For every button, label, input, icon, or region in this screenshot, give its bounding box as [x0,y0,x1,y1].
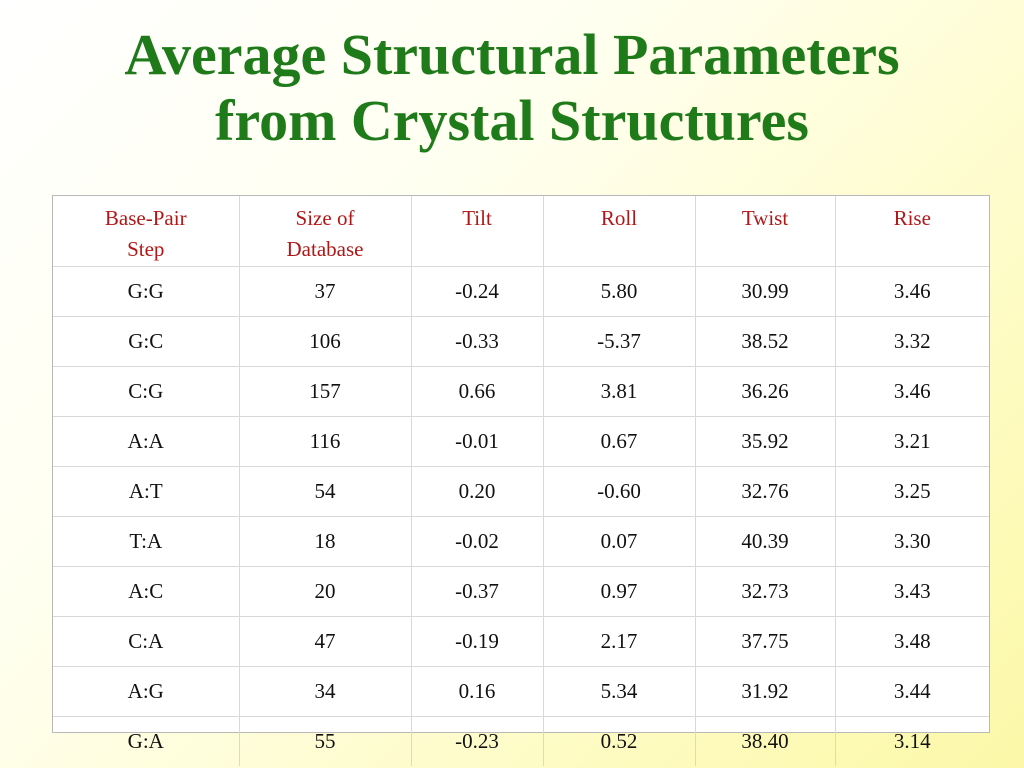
header-twist: Twist [694,196,835,267]
table-header-row: Base-Pair Step Size of Database Tilt Rol… [53,196,989,267]
header-rise-label: Rise [893,206,931,230]
header-rise: Rise [834,196,989,267]
slide-title-line-1: Average Structural Parameters [124,22,900,87]
cell-twist: 40.39 [694,516,835,567]
cell-rise: 3.25 [834,466,989,517]
cell-tilt: -0.01 [410,416,543,467]
cell-size-of-database: 37 [238,266,411,317]
cell-rise: 3.46 [834,266,989,317]
cell-rise: 3.44 [834,666,989,717]
table-row: C:G 157 0.66 3.81 36.26 3.46 [53,366,989,417]
cell-twist: 35.92 [694,416,835,467]
cell-base-pair-step: A:A [53,416,239,467]
parameters-table-container: Base-Pair Step Size of Database Tilt Rol… [52,195,990,766]
cell-twist: 30.99 [694,266,835,317]
cell-base-pair-step: A:C [53,566,239,617]
table-row: G:C 106 -0.33 -5.37 38.52 3.32 [53,316,989,367]
cell-size-of-database: 54 [238,466,411,517]
cell-rise: 3.32 [834,316,989,367]
cell-roll: 5.80 [542,266,695,317]
cell-base-pair-step: G:G [53,266,239,317]
cell-base-pair-step: C:G [53,366,239,417]
cell-base-pair-step: A:G [53,666,239,717]
cell-base-pair-step: C:A [53,616,239,667]
cell-roll: 2.17 [542,616,695,667]
cell-base-pair-step: T:A [53,516,239,567]
structural-parameters-table: Base-Pair Step Size of Database Tilt Rol… [53,196,989,766]
slide-title-line-2: from Crystal Structures [215,88,809,153]
table-body: G:G 37 -0.24 5.80 30.99 3.46 G:C 106 -0.33 -5.37 3… [53,266,989,766]
header-base-pair-step: Base-Pair Step [53,196,239,267]
cell-twist: 32.73 [694,566,835,617]
cell-tilt: -0.19 [410,616,543,667]
cell-tilt: -0.23 [410,716,543,766]
header-size-of-database: Size of Database [238,196,411,267]
cell-roll: 3.81 [542,366,695,417]
table-row: A:C 20 -0.37 0.97 32.73 3.43 [53,566,989,617]
header-twist-label: Twist [741,206,789,230]
cell-size-of-database: 116 [238,416,411,467]
cell-size-of-database: 34 [238,666,411,717]
cell-tilt: -0.37 [410,566,543,617]
cell-twist: 31.92 [694,666,835,717]
cell-tilt: -0.24 [410,266,543,317]
cell-twist: 32.76 [694,466,835,517]
cell-twist: 37.75 [694,616,835,667]
cell-tilt: 0.20 [410,466,543,517]
cell-twist: 38.52 [694,316,835,367]
cell-rise: 3.48 [834,616,989,667]
cell-roll: 0.97 [542,566,695,617]
header-tilt: Tilt [410,196,543,267]
table-row: A:G 34 0.16 5.34 31.92 3.44 [53,666,989,717]
cell-base-pair-step: G:C [53,316,239,367]
cell-size-of-database: 20 [238,566,411,617]
cell-size-of-database: 47 [238,616,411,667]
cell-rise: 3.30 [834,516,989,567]
cell-twist: 36.26 [694,366,835,417]
cell-roll: 0.67 [542,416,695,467]
header-tilt-label: Tilt [462,206,492,230]
cell-size-of-database: 157 [238,366,411,417]
cell-rise: 3.14 [834,716,989,766]
table-row: C:A 47 -0.19 2.17 37.75 3.48 [53,616,989,667]
header-roll-label: Roll [600,206,638,230]
header-size-of-database-line-1: Size of [295,206,355,230]
cell-tilt: -0.33 [410,316,543,367]
cell-base-pair-step: G:A [53,716,239,766]
header-base-pair-step-line-2: Step [127,237,165,261]
cell-rise: 3.21 [834,416,989,467]
table-row: G:G 37 -0.24 5.80 30.99 3.46 [53,266,989,317]
cell-tilt: -0.02 [410,516,543,567]
cell-roll: -5.37 [542,316,695,367]
cell-size-of-database: 18 [238,516,411,567]
cell-size-of-database: 55 [238,716,411,766]
cell-roll: -0.60 [542,466,695,517]
header-roll: Roll [542,196,695,267]
header-size-of-database-line-2: Database [286,237,364,261]
cell-tilt: 0.16 [410,666,543,717]
table-row: T:A 18 -0.02 0.07 40.39 3.30 [53,516,989,567]
cell-size-of-database: 106 [238,316,411,367]
cell-base-pair-step: A:T [53,466,239,517]
table-row: G:A 55 -0.23 0.52 38.40 3.14 [53,716,989,766]
cell-rise: 3.46 [834,366,989,417]
cell-roll: 0.52 [542,716,695,766]
cell-rise: 3.43 [834,566,989,617]
table-row: A:T 54 0.20 -0.60 32.76 3.25 [53,466,989,517]
header-base-pair-step-line-1: Base-Pair [104,206,187,230]
table-row: A:A 116 -0.01 0.67 35.92 3.21 [53,416,989,467]
cell-roll: 5.34 [542,666,695,717]
cell-roll: 0.07 [542,516,695,567]
cell-twist: 38.40 [694,716,835,766]
slide-title: Average Structural Parameters from Cryst… [0,22,1024,154]
cell-tilt: 0.66 [410,366,543,417]
